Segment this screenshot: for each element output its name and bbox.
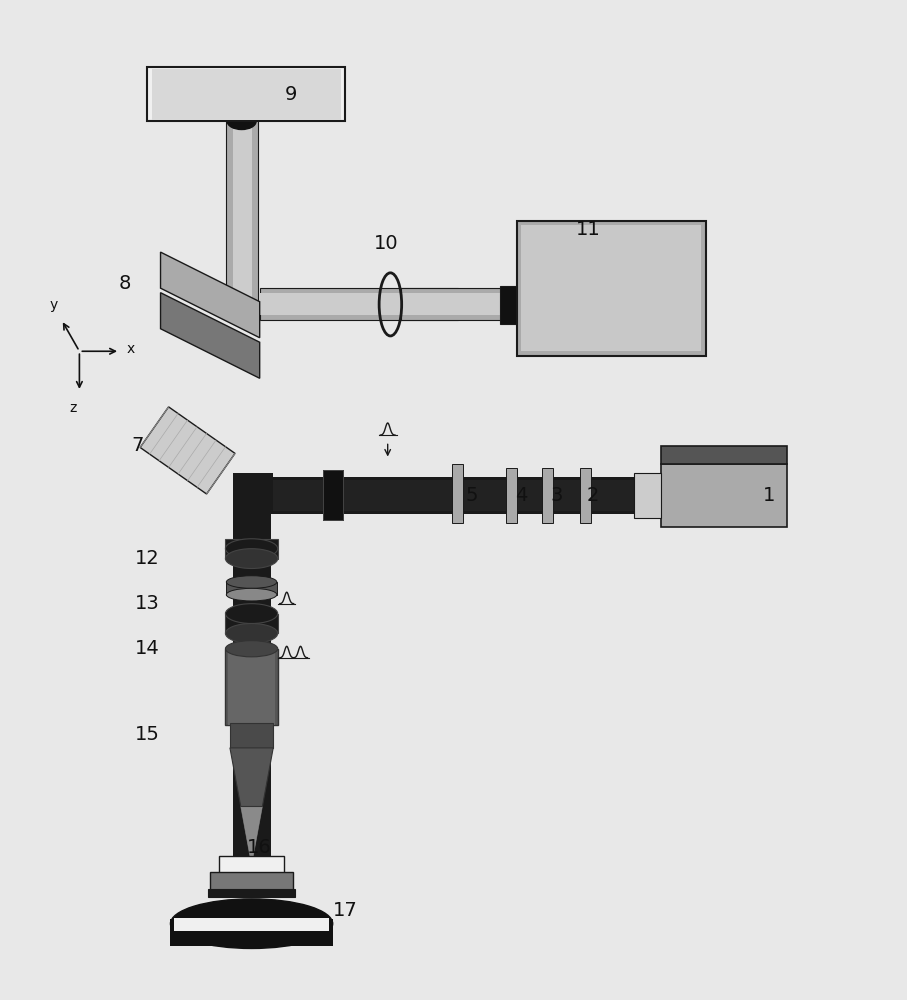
- Text: 2: 2: [587, 486, 600, 505]
- Text: 17: 17: [333, 901, 357, 920]
- Bar: [140, 407, 235, 494]
- Text: 1: 1: [763, 486, 775, 505]
- Text: 14: 14: [134, 639, 160, 658]
- Ellipse shape: [226, 604, 278, 623]
- Text: z: z: [70, 401, 77, 415]
- Ellipse shape: [171, 899, 333, 948]
- Bar: [401, 288, 505, 320]
- Bar: [230, 723, 273, 748]
- Bar: [233, 486, 270, 514]
- Ellipse shape: [226, 641, 278, 657]
- Bar: [541, 468, 552, 523]
- Bar: [517, 221, 706, 356]
- Polygon shape: [240, 806, 262, 865]
- Bar: [522, 225, 701, 351]
- Bar: [255, 480, 652, 511]
- Text: 8: 8: [118, 274, 131, 293]
- Bar: [233, 117, 252, 315]
- Bar: [227, 582, 277, 595]
- Bar: [323, 470, 343, 520]
- Text: 3: 3: [551, 486, 563, 505]
- Bar: [151, 69, 341, 120]
- Bar: [501, 286, 523, 324]
- Text: 16: 16: [248, 838, 272, 857]
- Bar: [147, 67, 346, 121]
- Bar: [259, 293, 458, 315]
- Ellipse shape: [226, 623, 278, 643]
- Text: 13: 13: [134, 594, 160, 613]
- Bar: [233, 473, 273, 514]
- Bar: [219, 856, 284, 874]
- Text: 12: 12: [134, 549, 160, 568]
- Bar: [255, 477, 652, 514]
- Text: 5: 5: [465, 486, 478, 505]
- Bar: [174, 918, 329, 931]
- Text: 15: 15: [134, 725, 160, 744]
- Ellipse shape: [226, 539, 278, 559]
- Text: 7: 7: [132, 436, 144, 455]
- Bar: [229, 651, 275, 725]
- Ellipse shape: [228, 113, 256, 130]
- Bar: [226, 539, 278, 559]
- Text: 4: 4: [515, 486, 527, 505]
- Bar: [580, 468, 590, 523]
- Polygon shape: [161, 252, 259, 338]
- Bar: [401, 293, 505, 315]
- Text: 11: 11: [576, 220, 601, 239]
- Bar: [661, 446, 787, 464]
- Bar: [227, 117, 258, 315]
- Bar: [634, 473, 661, 518]
- Bar: [661, 464, 787, 527]
- Text: 9: 9: [285, 85, 297, 104]
- Bar: [233, 486, 270, 856]
- Ellipse shape: [226, 549, 278, 569]
- Bar: [209, 889, 295, 897]
- Text: 6: 6: [330, 486, 343, 505]
- Ellipse shape: [227, 576, 277, 588]
- Polygon shape: [230, 748, 273, 806]
- Text: y: y: [50, 298, 58, 312]
- Bar: [506, 468, 517, 523]
- Ellipse shape: [227, 588, 277, 601]
- Bar: [210, 872, 293, 892]
- Bar: [323, 470, 343, 520]
- Polygon shape: [161, 293, 259, 378]
- Bar: [259, 288, 458, 320]
- Bar: [226, 649, 278, 725]
- Bar: [226, 614, 278, 633]
- Text: 10: 10: [374, 234, 398, 253]
- Bar: [171, 919, 333, 946]
- Text: x: x: [126, 342, 134, 356]
- Bar: [452, 464, 463, 523]
